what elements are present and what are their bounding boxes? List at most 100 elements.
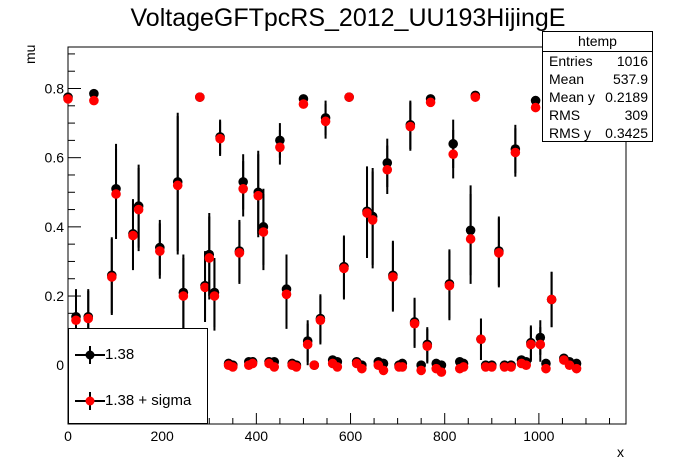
data-point xyxy=(378,365,389,376)
plot-frame xyxy=(67,46,627,425)
y-tick-label: 0.4 xyxy=(45,219,65,235)
data-point xyxy=(71,315,81,326)
data-point xyxy=(63,94,73,104)
data-point xyxy=(83,313,94,324)
data-point xyxy=(362,208,372,218)
data-point xyxy=(425,97,436,108)
data-point xyxy=(476,334,486,345)
x-tick-label: 800 xyxy=(433,428,457,444)
data-point xyxy=(155,246,165,256)
data-point xyxy=(422,341,433,351)
data-point xyxy=(204,253,215,263)
data-point xyxy=(436,367,447,377)
data-point xyxy=(405,121,416,132)
stats-box: htemp Entries 1016 Mean 537.9 Mean y 0.2… xyxy=(542,31,653,142)
data-point xyxy=(409,318,420,329)
legend-label-2: 1.38 + sigma xyxy=(105,392,192,409)
stats-label: Entries xyxy=(549,53,593,69)
data-point xyxy=(309,360,320,371)
data-point xyxy=(89,88,99,99)
data-point xyxy=(470,92,481,102)
stats-row-rms: RMS 309 xyxy=(543,106,652,124)
data-point xyxy=(357,363,367,374)
data-point xyxy=(521,360,531,371)
data-point xyxy=(133,204,144,215)
data-point xyxy=(499,362,510,372)
stats-value: 0.2189 xyxy=(605,89,648,105)
stats-label: RMS xyxy=(549,107,581,123)
y-tick-label: 0 xyxy=(56,357,64,373)
stats-title: htemp xyxy=(543,32,652,52)
data-point xyxy=(247,358,258,369)
data-point xyxy=(541,363,551,374)
data-point xyxy=(571,363,582,374)
x-tick-label: 0 xyxy=(64,428,72,444)
stats-row-mean-y: Mean y 0.2189 xyxy=(543,88,652,106)
data-point xyxy=(506,362,516,372)
data-point xyxy=(302,339,313,350)
x-tick-label: 200 xyxy=(150,428,174,444)
stats-value: 0.3425 xyxy=(605,125,648,141)
legend-marker-2 xyxy=(75,392,105,410)
data-point xyxy=(253,190,264,201)
data-point xyxy=(382,164,393,175)
data-point xyxy=(172,180,183,191)
y-tick-label: 0.2 xyxy=(45,288,65,304)
stats-value: 1016 xyxy=(616,53,648,69)
data-point xyxy=(291,362,302,372)
data-point xyxy=(339,263,349,274)
stats-row-entries: Entries 1016 xyxy=(543,52,652,70)
data-point xyxy=(275,142,285,153)
data-point xyxy=(234,247,245,258)
data-point xyxy=(209,291,220,301)
stats-value: 309 xyxy=(624,107,648,123)
x-tick-label: 1000 xyxy=(523,428,554,444)
data-point xyxy=(530,102,541,113)
data-point xyxy=(465,234,476,244)
chart-title: VoltageGFTpcRS_2012_UU193HijingE xyxy=(130,4,566,32)
data-point xyxy=(546,294,557,305)
stats-label: RMS y xyxy=(549,125,591,141)
data-point xyxy=(332,362,343,372)
data-point xyxy=(89,95,99,106)
data-point xyxy=(388,272,398,282)
x-axis-ticks: 0 200 400 600 800 1000 xyxy=(64,413,611,444)
data-point xyxy=(444,280,455,291)
data-point xyxy=(535,339,546,350)
data-point xyxy=(458,362,469,372)
legend: 1.38 1.38 + sigma xyxy=(68,328,208,424)
data-point xyxy=(298,99,309,109)
data-point xyxy=(530,95,541,106)
stats-label: Mean xyxy=(549,71,585,87)
data-point xyxy=(320,116,331,127)
data-point xyxy=(128,230,138,241)
legend-marker-1 xyxy=(75,346,105,364)
data-point xyxy=(200,282,210,293)
x-axis-label: x xyxy=(617,444,624,460)
data-point xyxy=(494,247,504,258)
data-point xyxy=(397,362,408,372)
data-point xyxy=(510,147,521,158)
y-tick-label: 0.8 xyxy=(45,81,65,97)
data-point xyxy=(281,289,292,300)
data-point xyxy=(106,272,117,282)
data-point xyxy=(215,133,225,144)
stats-value: 537.9 xyxy=(612,71,648,87)
series-2 xyxy=(63,92,582,377)
x-tick-label: 400 xyxy=(245,428,269,444)
data-point xyxy=(195,92,205,102)
data-point xyxy=(238,184,248,194)
data-point xyxy=(228,362,238,372)
y-tick-label: 0.6 xyxy=(45,150,65,166)
data-point xyxy=(416,365,426,376)
data-point xyxy=(111,189,121,199)
data-point xyxy=(344,92,354,102)
data-point xyxy=(486,362,497,372)
x-tick-label: 600 xyxy=(339,428,363,444)
stats-row-mean: Mean 537.9 xyxy=(543,70,652,88)
y-axis-label: mu xyxy=(22,44,38,64)
data-point xyxy=(448,149,458,160)
data-point xyxy=(367,215,378,225)
stats-row-rms-y: RMS y 0.3425 xyxy=(543,124,652,142)
